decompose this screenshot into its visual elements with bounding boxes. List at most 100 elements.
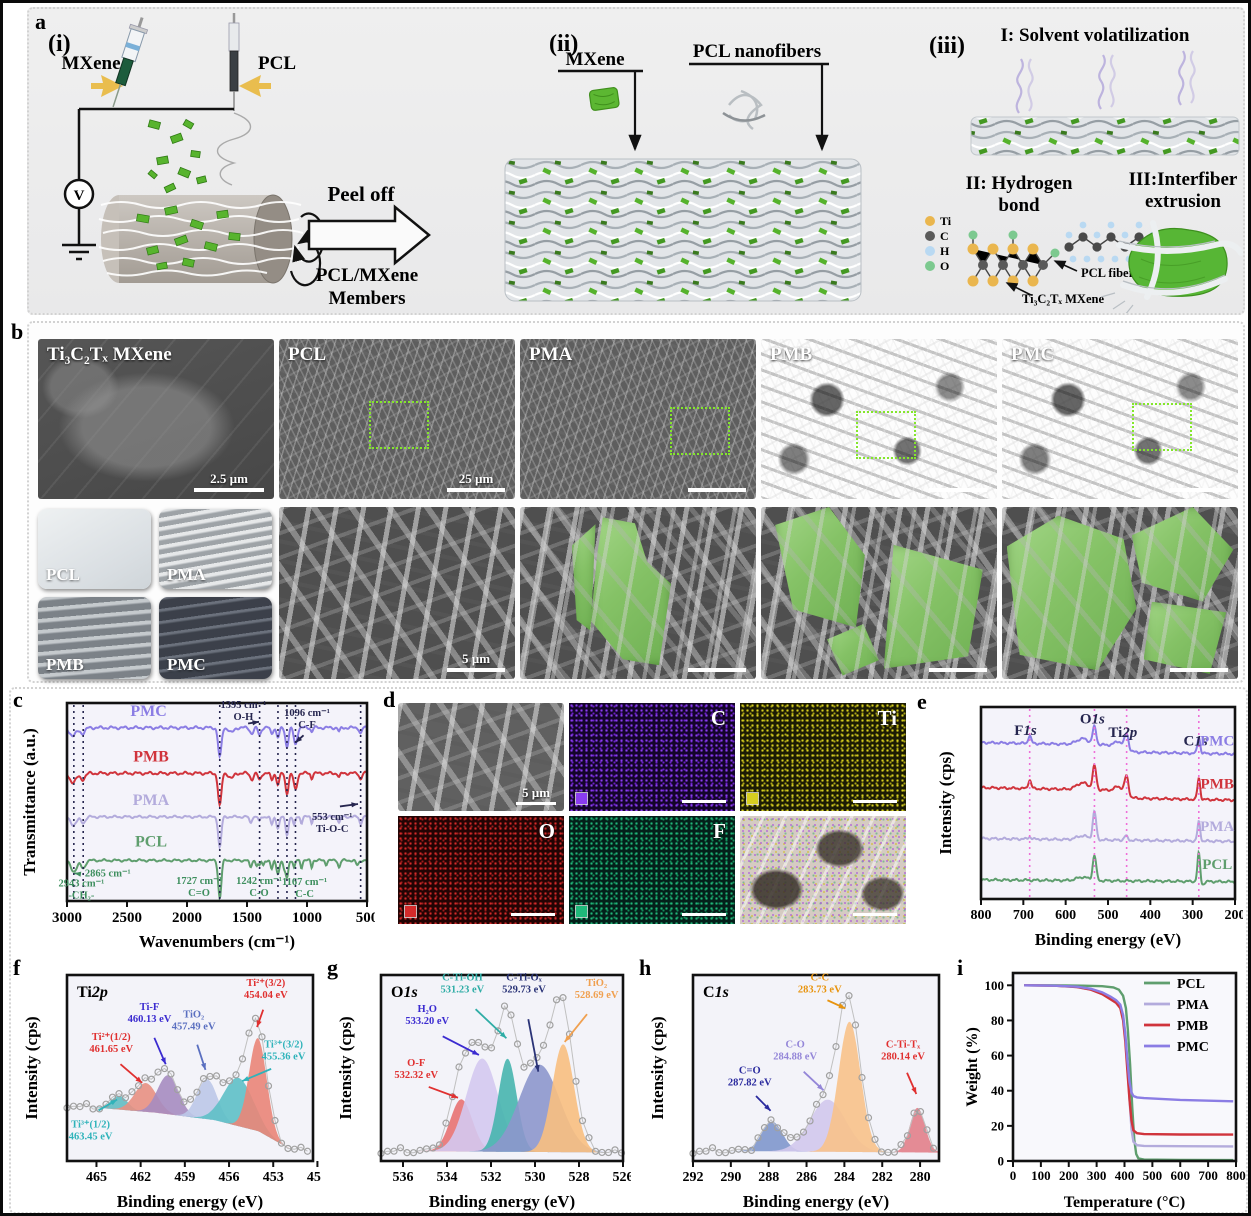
svg-text:40: 40 [991,1083,1004,1098]
mxene-flake-overlay [590,517,672,666]
atom-legend: Ti C H O [925,214,952,273]
svg-text:284: 284 [834,1170,855,1185]
svg-text:PMB: PMB [133,748,169,765]
peel-off-arrow-icon [307,204,431,266]
mxene-flake-overlay [883,544,983,669]
svg-text:536: 536 [393,1170,414,1185]
svg-text:PCL: PCL [1177,977,1205,992]
pcl-mxene-membrane-image [504,158,862,302]
svg-text:600: 600 [1171,1168,1191,1183]
svg-text:60: 60 [991,1048,1004,1063]
yellow-arrow-pcl-icon [239,75,271,97]
svg-text:100: 100 [985,978,1005,993]
scale-bar [1170,667,1228,672]
element-color-chip [575,792,588,805]
element-color-chip [404,905,417,918]
svg-text:292: 292 [683,1170,704,1185]
sem-image-pmc: PMC [1002,339,1238,499]
svg-text:PCL: PCL [1202,857,1232,873]
svg-text:PMC: PMC [130,703,166,720]
svg-text:3000: 3000 [52,910,82,926]
svg-text:700: 700 [1198,1168,1218,1183]
mxene-flake-overlay [571,524,596,631]
eds-map-overlay [740,816,906,924]
scale-bar: 25 µm [447,471,505,492]
svg-text:290: 290 [720,1170,741,1185]
svg-text:600: 600 [1055,908,1076,923]
svg-text:532: 532 [481,1170,502,1185]
solvent-volatilization-label: I: Solvent volatilization [1001,25,1190,46]
ground-icon [62,208,96,261]
mxene-flake-overlay [827,623,879,676]
svg-text:500: 500 [1143,1168,1163,1183]
panel-d-letter: d [383,687,396,712]
photo-pcl-membrane: PCL [38,509,151,589]
svg-text:2500: 2500 [112,910,142,926]
svg-text:Temperature (°C): Temperature (°C) [1064,1194,1185,1211]
svg-text:288: 288 [758,1170,779,1185]
svg-text:Ti²⁺(3/2)454.04 eV: Ti²⁺(3/2) 454.04 eV [244,978,288,1001]
scale-bar [511,912,555,916]
svg-text:C1s: C1s [703,984,729,1001]
svg-text:700: 700 [1013,908,1034,923]
svg-text:2000: 2000 [172,910,202,926]
svg-text:534: 534 [437,1170,458,1185]
svg-text:1727 cm⁻¹C=O: 1727 cm⁻¹ C=O [176,876,222,899]
hydrogen-bond-label: II: Hydrogen [966,173,1073,194]
svg-text:553 cm⁻¹Ti-O-C: 553 cm⁻¹ Ti-O-C [312,812,352,835]
svg-text:Intensity (cps): Intensity (cps) [337,1016,355,1119]
scale-bar: 5 µm [516,785,556,805]
xps-c1s-chart: 292 290 288 286 284 282 280 Binding energy (eV)… [648,961,947,1213]
svg-text:300: 300 [1182,908,1203,923]
svg-text:O1s: O1s [1080,711,1105,727]
sem-image-pmb: PMB [761,339,997,499]
svg-text:286: 286 [796,1170,817,1185]
panel-a-schematic: (i) MXene PCL V [27,7,1245,316]
pcl-fiber-callout: PCL fiber [1081,266,1135,280]
svg-text:20: 20 [991,1118,1004,1133]
element-color-chip [746,792,759,805]
svg-text:280: 280 [910,1170,931,1185]
mxene-flake-overlay [1131,507,1234,602]
photo-pmb-membrane: PMB [38,597,151,679]
scale-bar: 2.5 µm [194,471,264,492]
svg-text:1395 cm⁻¹O-H: 1395 cm⁻¹ O-H [221,700,267,723]
eds-sem-image: 5 µm [398,703,564,811]
yellow-arrow-mxene-icon [91,75,123,97]
svg-text:80: 80 [991,1013,1004,1028]
scale-bar [682,799,726,803]
mxene-flake-overlay [1006,515,1137,671]
pcl-nanofibers-label: PCL nanofibers [693,41,821,62]
photo-pma-membrane: PMA [159,509,272,589]
svg-text:2865 cm⁻¹: 2865 cm⁻¹ [85,868,131,879]
solvent-vapor-icon [1015,50,1196,114]
svg-text:459: 459 [174,1170,195,1185]
xps-o1s-chart: 536 534 532 530 528 526 Binding energy (eV) Int… [336,961,634,1213]
falling-mxene-flakes-icon [147,118,208,194]
interfiber-extrusion-label: III:Interfiber [1129,169,1238,190]
scale-bar [688,487,746,492]
overlay-texture [740,816,906,924]
voltage-label: V [74,188,85,204]
svg-text:300: 300 [1087,1168,1107,1183]
panel-g-letter: g [327,955,338,980]
svg-text:PMB: PMB [1201,777,1234,793]
svg-text:Binding energy (eV): Binding energy (eV) [429,1192,575,1211]
svg-text:0: 0 [998,1154,1005,1169]
peel-off-label: Peel off [327,182,395,206]
svg-text:Ti³⁺(1/2)463.45 eV: Ti³⁺(1/2) 463.45 eV [69,1119,113,1142]
svg-text:453: 453 [263,1170,284,1185]
svg-text:C1s: C1s [1184,733,1208,749]
svg-text:462: 462 [130,1170,151,1185]
svg-text:400: 400 [1140,908,1161,923]
panel-a-ii-tag: (ii) [549,31,578,57]
svg-text:800: 800 [971,908,992,923]
pcl-mxene-members-label: PCL/MXene [316,265,418,286]
svg-text:465: 465 [86,1170,107,1185]
svg-text:PCL: PCL [135,834,167,851]
